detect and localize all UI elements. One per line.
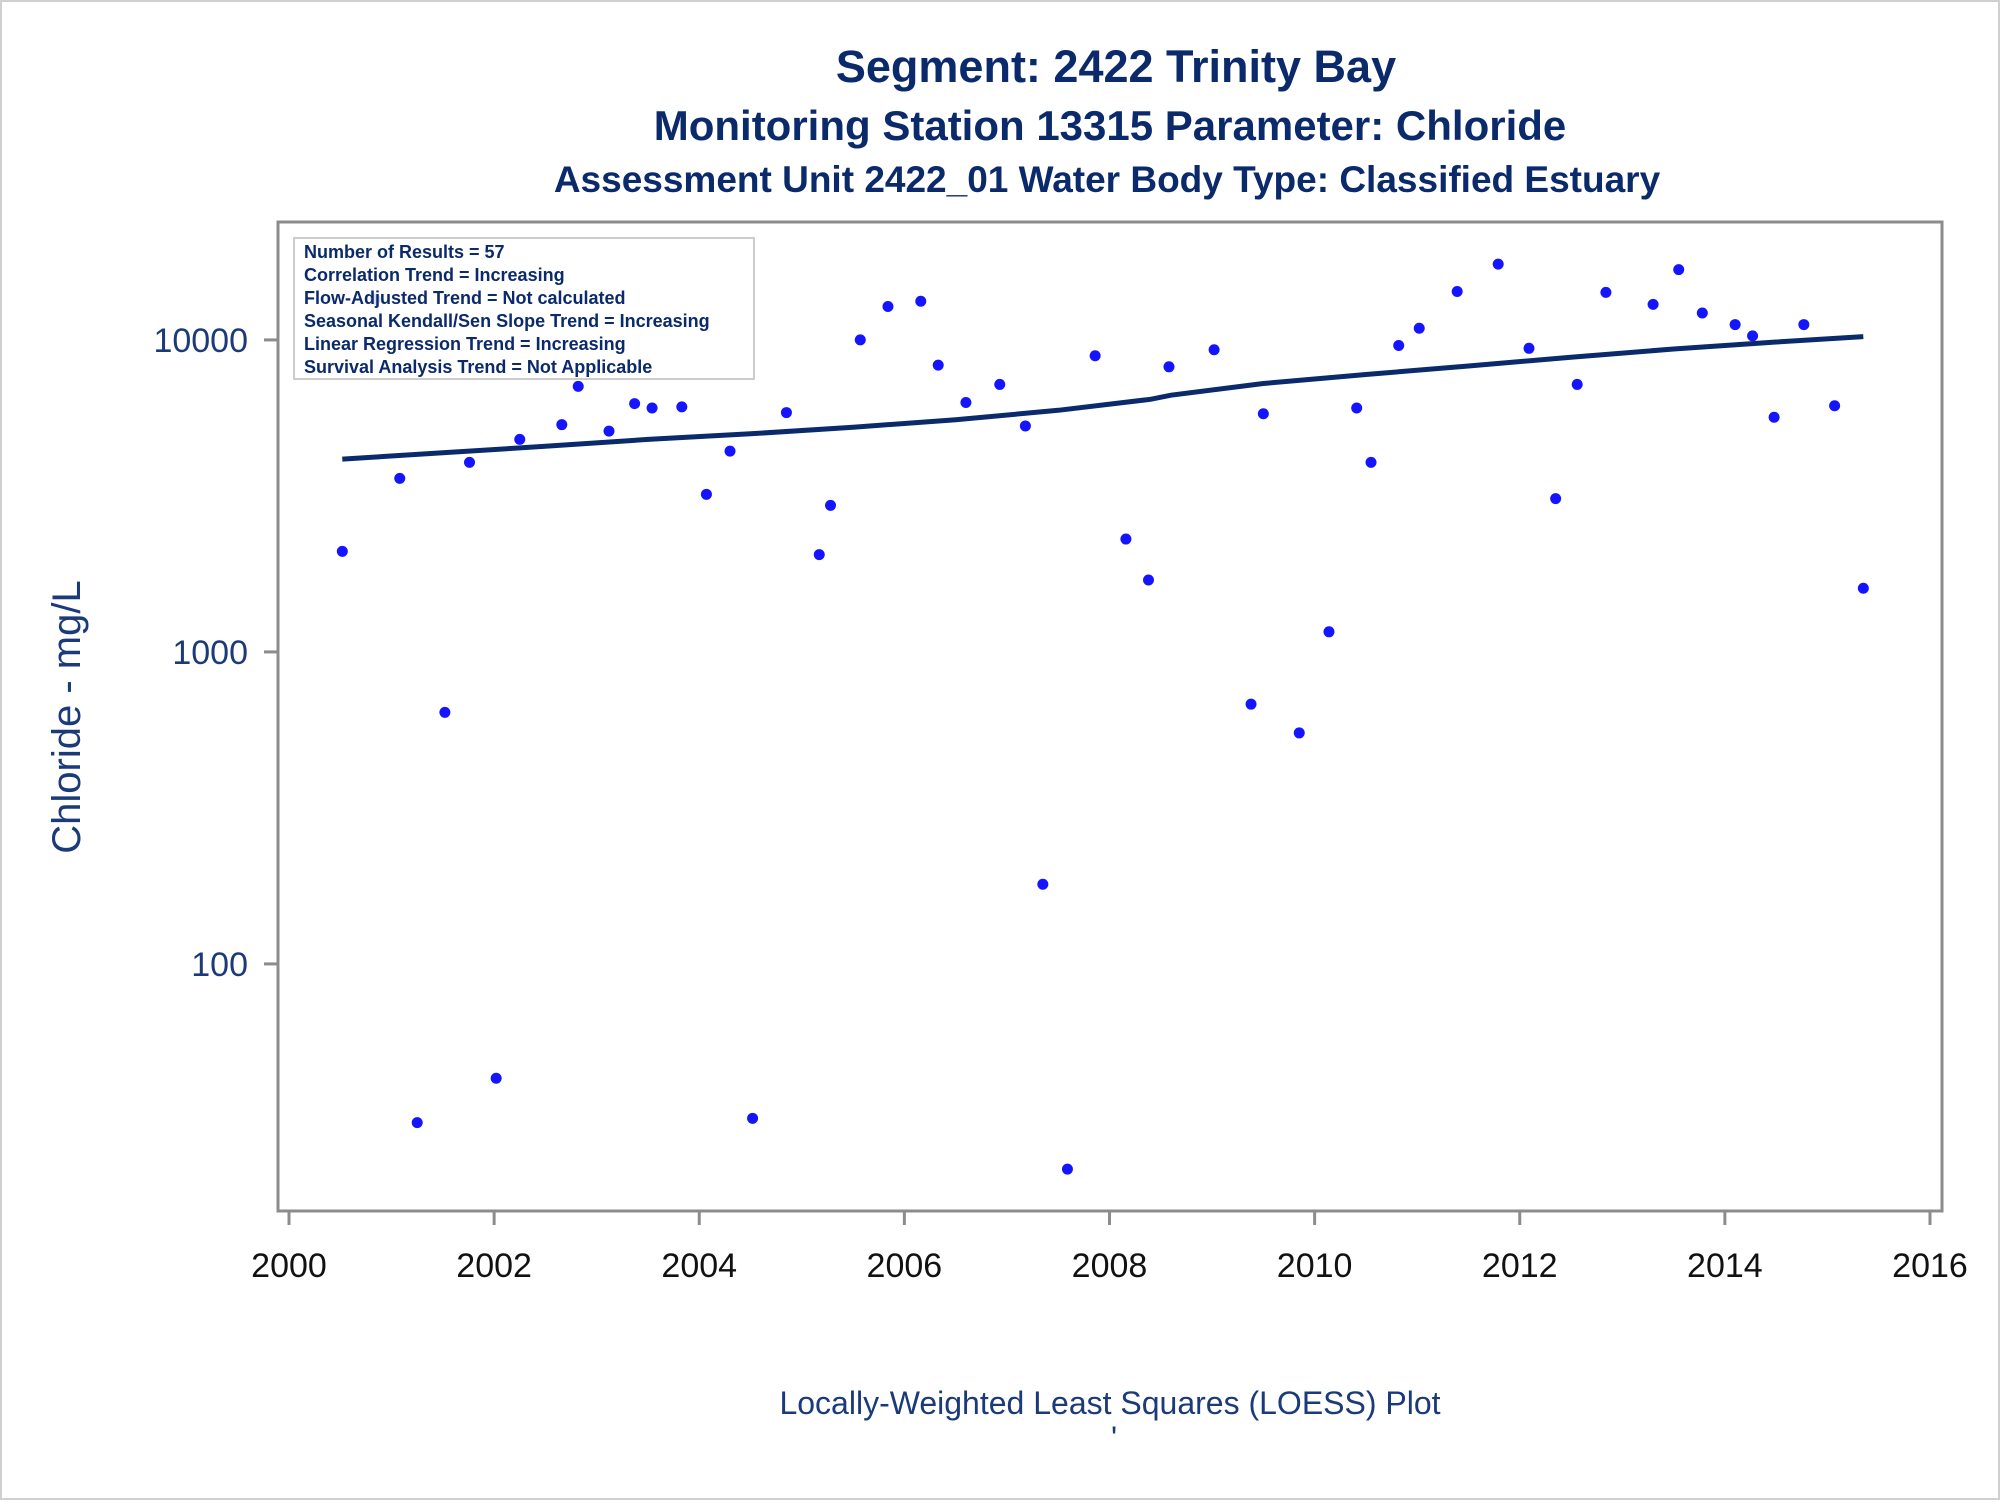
data-point	[1451, 285, 1463, 297]
trend-summary-box: Number of Results = 57 Correlation Trend…	[293, 237, 755, 380]
data-point	[1413, 322, 1425, 334]
data-point	[854, 334, 866, 346]
summary-line-seasonal-kendall: Seasonal Kendall/Sen Slope Trend = Incre…	[304, 311, 710, 331]
y-tick-label: 10000	[153, 322, 248, 360]
x-axis: 2000 2002 2004 2006 2008 2010 2012 2014 2016	[251, 1211, 1968, 1285]
data-point	[1857, 582, 1869, 594]
data-point	[1245, 698, 1257, 710]
trend-summary-frame	[293, 237, 755, 380]
data-point	[700, 488, 712, 500]
data-point	[882, 300, 894, 312]
summary-line-linear-regression: Linear Regression Trend = Increasing	[304, 334, 626, 354]
data-point	[1829, 400, 1841, 412]
footnote-mark: '	[1111, 1420, 1117, 1456]
x-tick-label: 2006	[867, 1247, 943, 1285]
data-point	[1673, 264, 1685, 276]
data-point	[780, 407, 792, 419]
summary-line-survival: Survival Analysis Trend = Not Applicable	[304, 357, 652, 377]
data-point	[464, 456, 476, 468]
summary-line-correlation: Correlation Trend = Increasing	[304, 265, 565, 285]
data-point	[994, 378, 1006, 390]
x-tick-label: 2016	[1892, 1247, 1968, 1285]
data-point	[514, 433, 526, 445]
data-point	[813, 549, 825, 561]
data-point	[1142, 574, 1154, 586]
x-tick-label: 2004	[661, 1247, 737, 1285]
data-point	[1523, 342, 1535, 354]
x-tick-label: 2008	[1072, 1247, 1148, 1285]
data-point	[1163, 361, 1175, 373]
data-point	[1729, 319, 1741, 331]
data-point	[1293, 727, 1305, 739]
y-tick-label: 100	[191, 946, 248, 984]
chart-subtitle-assessment: Assessment Unit 2422_01 Water Body Type:…	[554, 159, 1661, 200]
data-point	[556, 419, 568, 431]
data-point	[1747, 330, 1759, 342]
chart-title: Segment: 2422 Trinity Bay	[836, 41, 1396, 92]
data-point	[960, 397, 972, 409]
data-point	[1571, 378, 1583, 390]
data-point	[915, 295, 927, 307]
data-point	[1019, 420, 1031, 432]
data-point	[572, 380, 584, 392]
data-point	[336, 545, 348, 557]
data-points	[336, 258, 1869, 1175]
plot-footnote: Locally-Weighted Least Squares (LOESS) P…	[779, 1385, 1440, 1421]
x-tick-label: 2010	[1277, 1247, 1353, 1285]
data-point	[1037, 878, 1049, 890]
data-point	[676, 401, 688, 413]
data-point	[1208, 344, 1220, 356]
data-point	[724, 445, 736, 457]
data-point	[1257, 408, 1269, 420]
data-point	[394, 472, 406, 484]
data-point	[1393, 339, 1405, 351]
loess-trend-line	[342, 334, 1864, 462]
summary-line-results: Number of Results = 57	[304, 242, 505, 262]
data-point	[1696, 307, 1708, 319]
y-axis: 100 1000 10000	[153, 322, 278, 984]
data-point	[1798, 319, 1810, 331]
summary-line-flow-adjusted: Flow-Adjusted Trend = Not calculated	[304, 288, 626, 308]
data-point	[1120, 533, 1132, 545]
data-point	[1647, 298, 1659, 310]
data-point	[747, 1112, 759, 1124]
data-point	[1365, 456, 1377, 468]
x-tick-label: 2014	[1687, 1247, 1763, 1285]
data-point	[1492, 258, 1504, 270]
data-point	[1061, 1163, 1073, 1175]
data-point	[1600, 286, 1612, 298]
y-tick-label: 1000	[172, 634, 248, 672]
data-point	[1550, 493, 1562, 505]
x-tick-label: 2012	[1482, 1247, 1558, 1285]
data-point	[490, 1072, 502, 1084]
data-point	[629, 398, 641, 410]
data-point	[1323, 626, 1335, 638]
x-tick-label: 2000	[251, 1247, 327, 1285]
x-tick-label: 2002	[456, 1247, 532, 1285]
y-axis-label: Chloride - mg/L	[45, 580, 89, 853]
data-point	[603, 425, 615, 437]
data-point	[646, 402, 658, 414]
data-point	[932, 359, 944, 371]
data-point	[411, 1117, 423, 1129]
data-point	[1351, 402, 1363, 414]
chart-subtitle-station: Monitoring Station 13315 Parameter: Chlo…	[654, 102, 1567, 149]
data-point	[439, 706, 451, 718]
data-point	[1089, 350, 1101, 362]
data-point	[825, 499, 837, 511]
data-point	[1768, 411, 1780, 423]
